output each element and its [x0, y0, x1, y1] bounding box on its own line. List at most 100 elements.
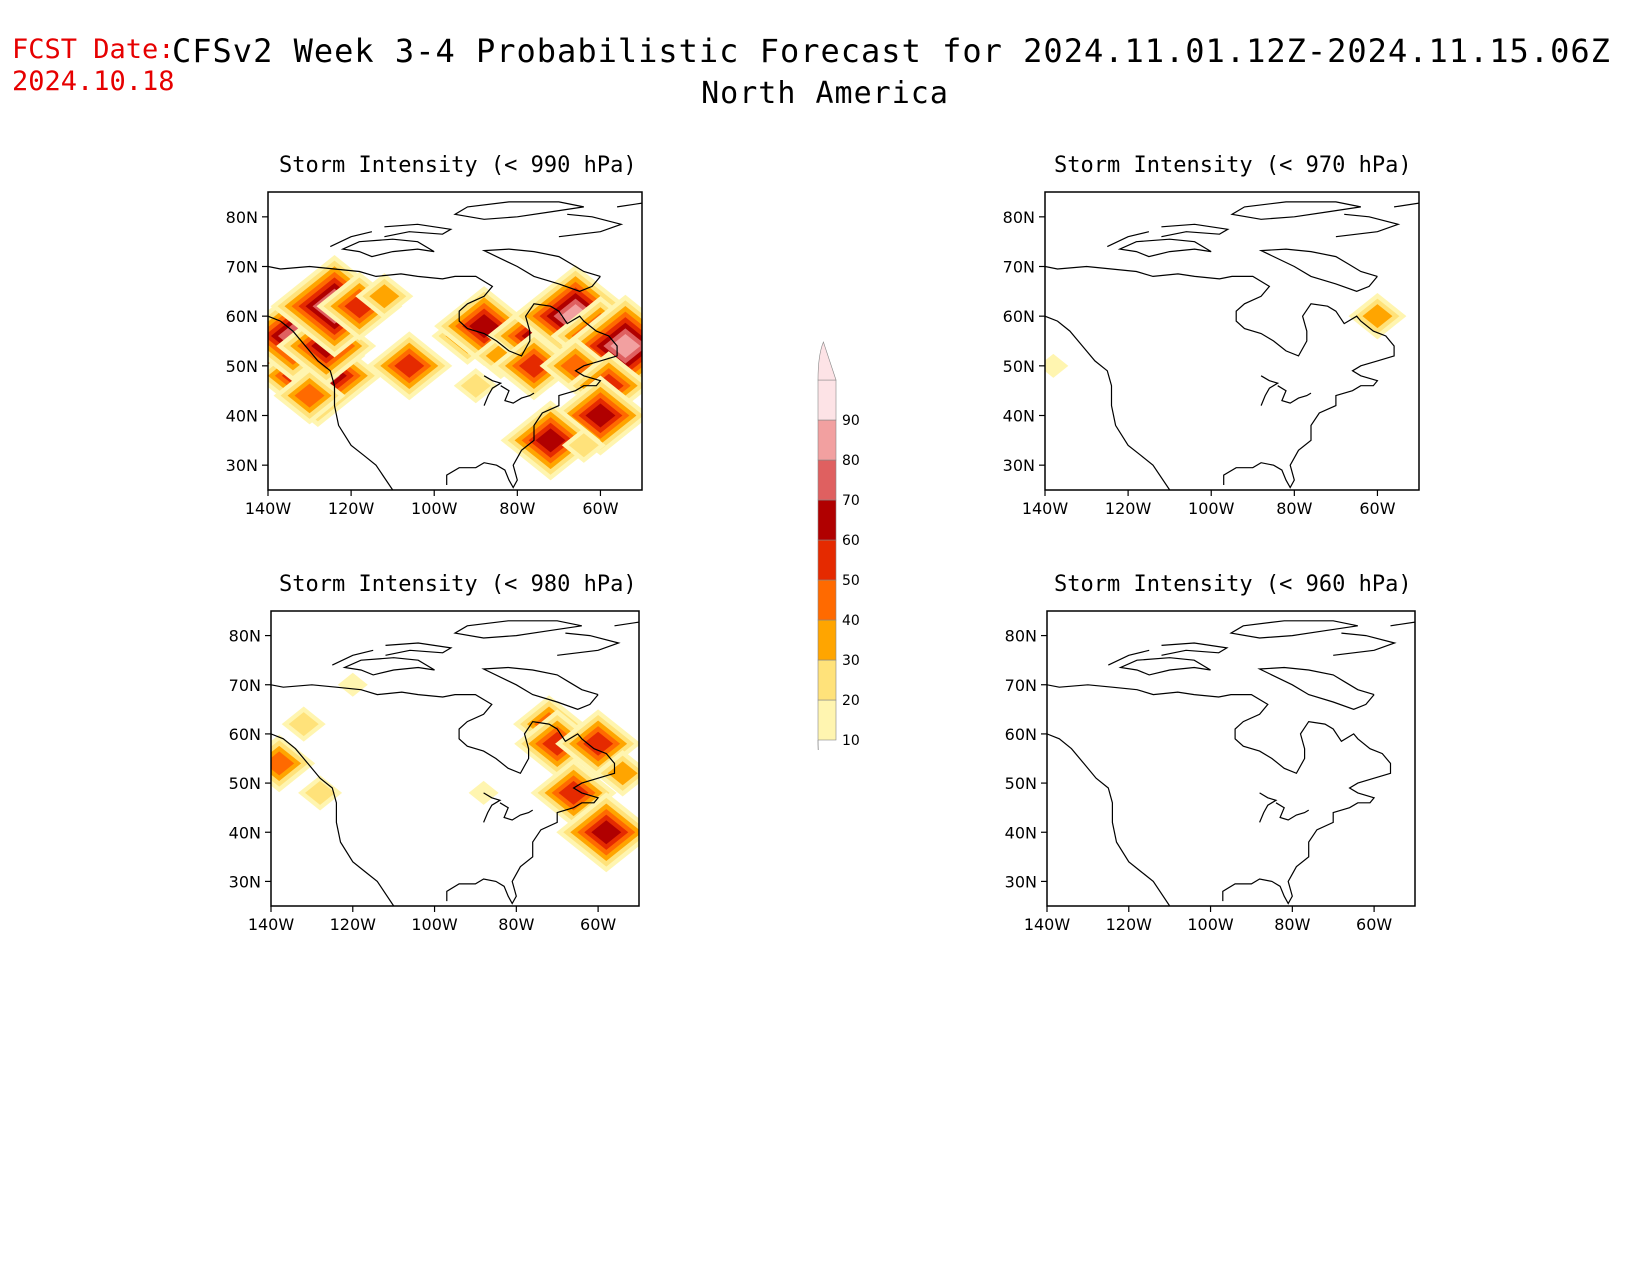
colorbar-swatch — [817, 379, 837, 421]
coastline — [1335, 213, 1401, 238]
probability-cell — [591, 820, 622, 845]
probability-cell — [288, 712, 319, 737]
lat-tick-label: 60N — [1005, 725, 1037, 744]
lon-tick-label: 80W — [1274, 915, 1310, 934]
probability-cell — [518, 353, 549, 378]
colorbar-top-extension — [817, 341, 837, 381]
lat-tick-label: 80N — [1005, 627, 1037, 646]
lon-tick-label: 80W — [498, 915, 534, 934]
forecast-date-value: 2024.10.18 — [12, 66, 175, 97]
lon-tick-label: 140W — [245, 499, 292, 518]
lon-tick-label: 120W — [1105, 499, 1152, 518]
coastline — [1394, 202, 1419, 208]
probability-cell — [460, 373, 491, 398]
lat-tick-label: 50N — [226, 357, 258, 376]
lon-tick-label: 120W — [330, 915, 377, 934]
probability-cell — [585, 403, 616, 428]
coastline — [1045, 315, 1171, 490]
coastline — [617, 202, 642, 208]
colorbar-label: 20 — [842, 693, 860, 709]
colorbar-swatch — [817, 659, 837, 701]
lon-tick-label: 60W — [582, 499, 618, 518]
coastline — [558, 213, 624, 238]
colorbar-swatch — [817, 459, 837, 501]
coastline — [1107, 231, 1150, 248]
forecast-date-block: FCST Date: 2024.10.18 — [12, 34, 175, 98]
coastline — [1047, 684, 1392, 905]
lat-tick-label: 50N — [1003, 357, 1035, 376]
colorbar-label: 50 — [842, 573, 860, 589]
lat-tick-label: 60N — [229, 725, 261, 744]
coastline — [483, 375, 503, 406]
coastline — [500, 385, 535, 404]
lat-tick-label: 40N — [226, 407, 258, 426]
lat-tick-label: 40N — [229, 823, 261, 842]
coastline — [1258, 248, 1378, 292]
colorbar-swatch — [817, 579, 837, 621]
colorbar: 10 20 30 40 50 60 70 80 90 — [817, 341, 860, 750]
coastline — [385, 642, 453, 656]
coastline — [1161, 642, 1229, 656]
coastline — [1260, 375, 1280, 406]
forecast-date-label: FCST Date: — [12, 34, 175, 65]
panel-title-960: Storm Intensity (< 960 hPa) — [1054, 572, 1412, 597]
lat-tick-label: 30N — [1005, 872, 1037, 891]
lat-tick-label: 60N — [226, 307, 258, 326]
probability-cell — [535, 428, 566, 453]
map-frame — [1046, 610, 1416, 907]
coastline — [1118, 657, 1211, 676]
coastline — [1390, 621, 1415, 627]
lat-tick-label: 60N — [1003, 307, 1035, 326]
lat-tick-label: 80N — [229, 627, 261, 646]
coastline — [271, 684, 616, 905]
lon-tick-label: 60W — [580, 915, 616, 934]
probability-cell — [305, 780, 336, 805]
colorbar-label: 80 — [842, 453, 860, 469]
coastline — [1108, 649, 1150, 666]
coastline — [1333, 632, 1397, 656]
coastline — [1229, 620, 1358, 639]
coastline — [453, 201, 584, 220]
lat-tick-label: 70N — [1003, 258, 1035, 277]
probability-cell — [607, 761, 638, 786]
coastline — [1047, 733, 1171, 906]
coastline — [330, 231, 373, 248]
colorbar-label: 70 — [842, 493, 860, 509]
colorbar-label: 60 — [842, 533, 860, 549]
map-frame — [270, 610, 640, 907]
lon-tick-label: 100W — [411, 499, 458, 518]
probability-cell — [271, 751, 295, 776]
lon-tick-label: 60W — [1359, 499, 1395, 518]
lon-tick-label: 80W — [1276, 499, 1312, 518]
probability-cell — [583, 731, 614, 756]
lat-tick-label: 70N — [1005, 676, 1037, 695]
coastline — [614, 621, 639, 627]
probability-cell — [1045, 353, 1069, 378]
lat-tick-label: 30N — [229, 872, 261, 891]
colorbar-label: 10 — [842, 733, 860, 749]
coastline — [481, 666, 599, 710]
coastline — [1275, 802, 1310, 821]
panel-title-990: Storm Intensity (< 990 hPa) — [279, 153, 637, 178]
lat-tick-label: 30N — [1003, 456, 1035, 475]
probability-cell — [394, 353, 425, 378]
coastline — [268, 265, 618, 489]
colorbar-swatch — [817, 619, 837, 661]
coastline — [271, 733, 395, 906]
probability-cell — [294, 383, 325, 408]
lat-tick-label: 70N — [229, 676, 261, 695]
region-title: North America — [0, 76, 1650, 111]
coastline — [332, 649, 374, 666]
coastline — [1117, 238, 1212, 258]
coastline — [1161, 223, 1230, 238]
colorbar-swatch — [817, 419, 837, 461]
probability-cell — [337, 672, 368, 697]
colorbar-swatch — [817, 499, 837, 541]
colorbar-label: 30 — [842, 653, 860, 669]
colorbar-swatch — [817, 539, 837, 581]
colorbar-label: 90 — [842, 413, 860, 429]
